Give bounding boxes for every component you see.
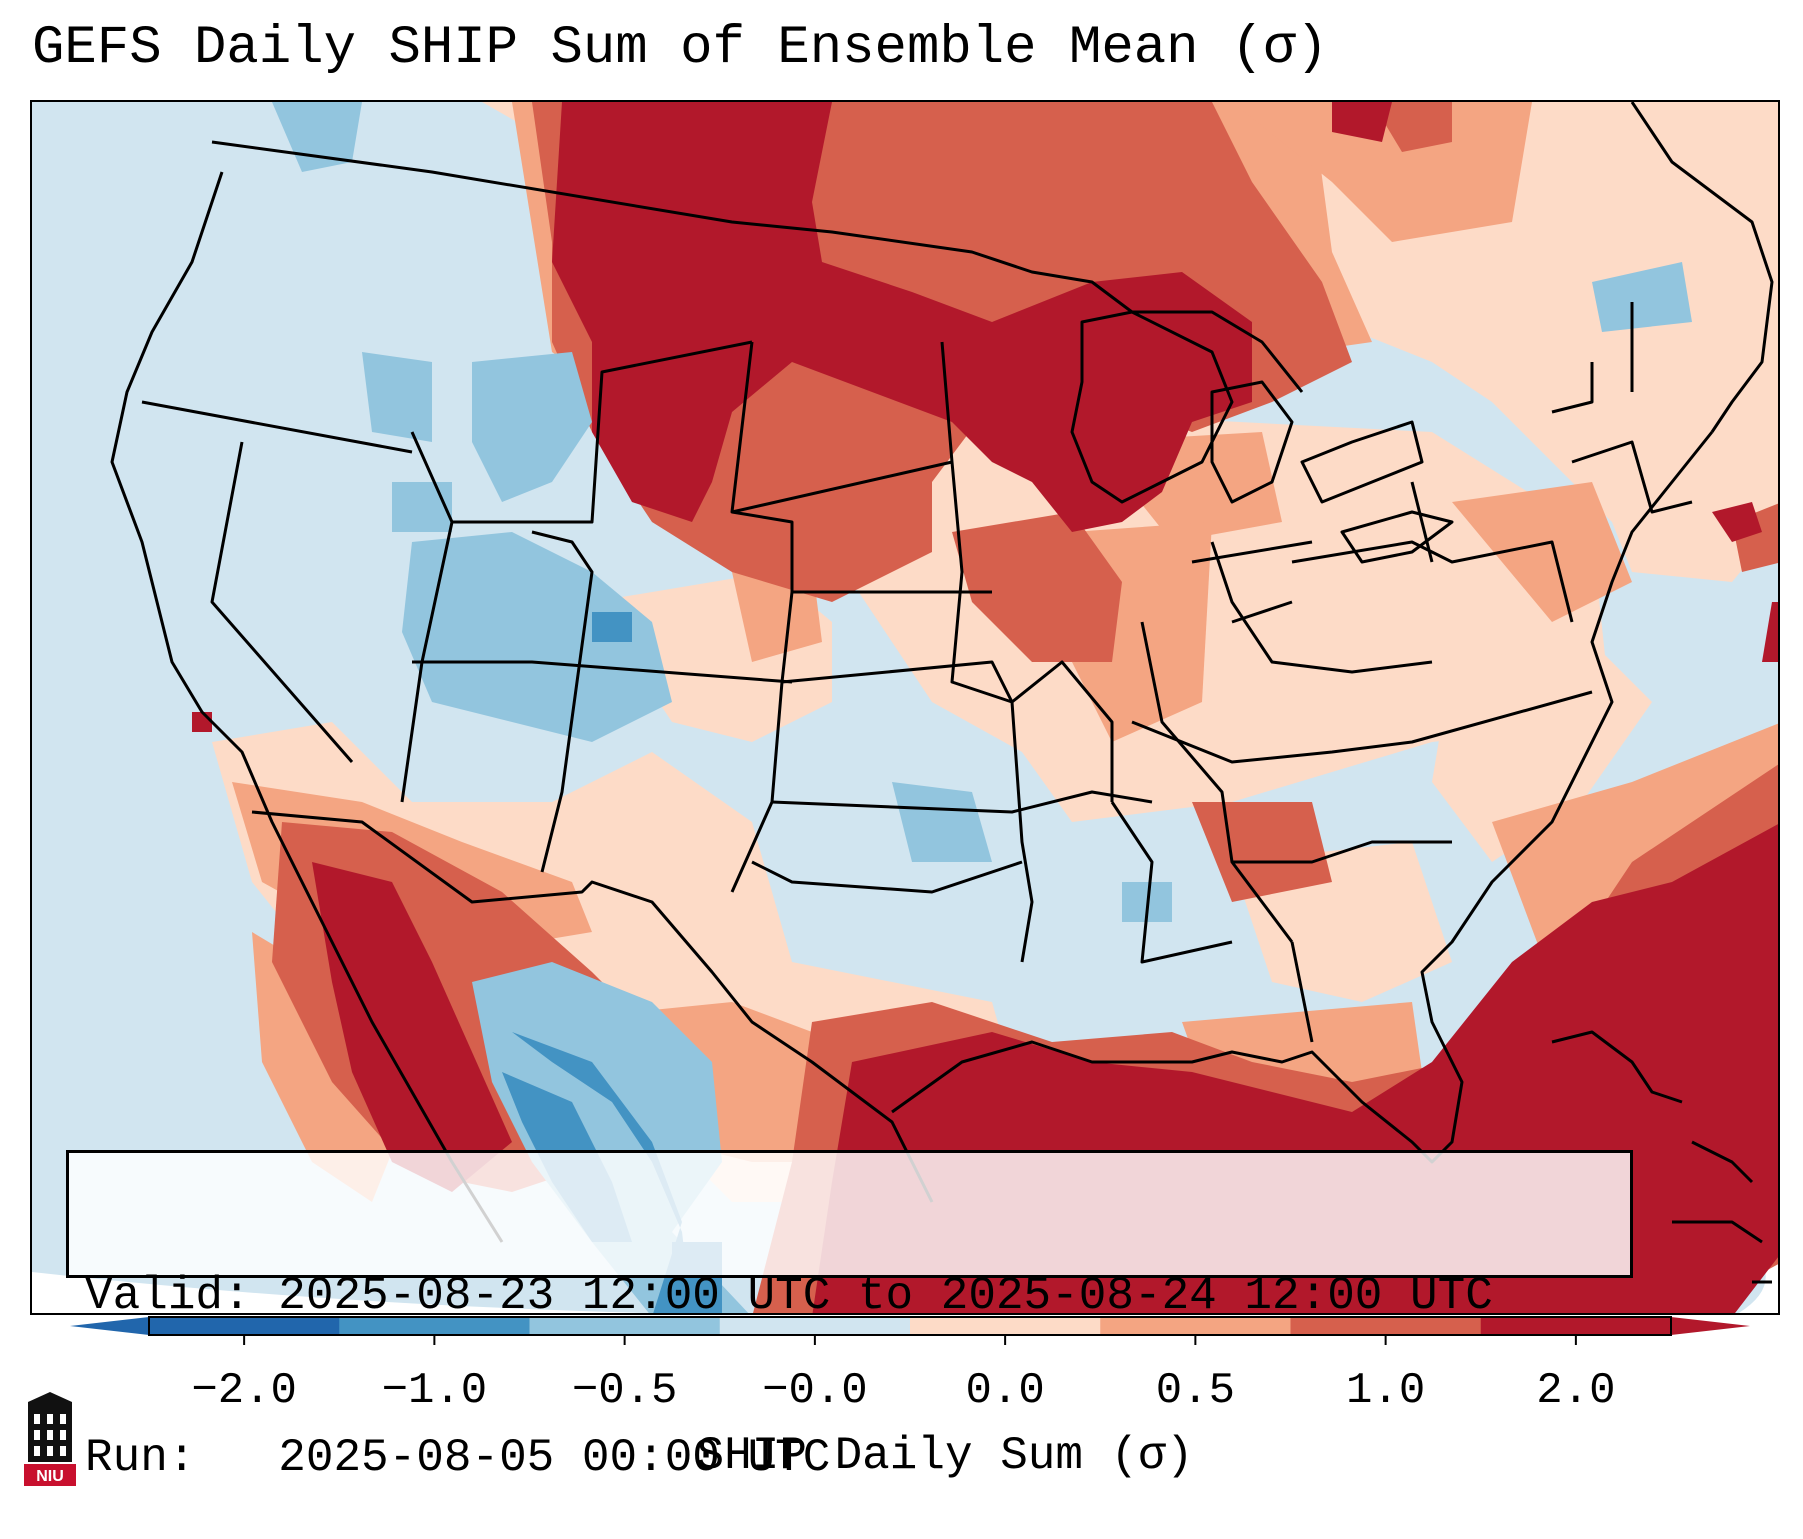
chart-title: GEFS Daily SHIP Sum of Ensemble Mean (σ) [32,18,1329,79]
colorbar-tick-label: −0.5 [571,1366,678,1416]
niu-logo-icon: NIU [24,1392,76,1486]
run-time-text: Run: 2025-08-05 00:00 UTC [85,1432,831,1484]
colorbar-outline [148,1316,1672,1336]
logo-text: NIU [36,1468,64,1485]
valid-time-text: Valid: 2025-08-23 12:00 UTC to 2025-08-2… [85,1270,1493,1322]
colorbar-tick-label: 1.0 [1346,1366,1426,1416]
colorbar-tick-label: −2.0 [191,1366,297,1416]
colorbar-segment [1480,1317,1672,1335]
colorbar [70,1316,1750,1345]
colorbar-tick-label: 0.5 [1155,1366,1235,1416]
colorbar-tick-label: −0.0 [762,1366,868,1416]
colorbar-segment [1290,1317,1482,1335]
projection-edge-sw [32,1272,644,1313]
colorbar-segment [1100,1317,1291,1335]
colorbar-segment [910,1317,1101,1335]
map-panel [30,100,1780,1315]
map-svg [32,102,1778,1313]
colorbar-segment [339,1317,530,1335]
colorbar-tick-label: −1.0 [381,1366,488,1416]
borders [110,102,1774,1284]
colorbar-segment [529,1317,721,1335]
colorbar-tick-label: 0.0 [965,1366,1045,1416]
colorbar-tick-label: 2.0 [1536,1366,1616,1416]
colorbar-label: SHIP Daily Sum (σ) [696,1430,1194,1482]
colorbar-min-arrow [70,1317,149,1335]
colorbar-max-arrow [1671,1317,1750,1335]
colorbar-segment [149,1317,340,1335]
valid-run-info-box: Valid: 2025-08-23 12:00 UTC to 2025-08-2… [66,1150,1633,1484]
colorbar-segment [719,1317,911,1335]
